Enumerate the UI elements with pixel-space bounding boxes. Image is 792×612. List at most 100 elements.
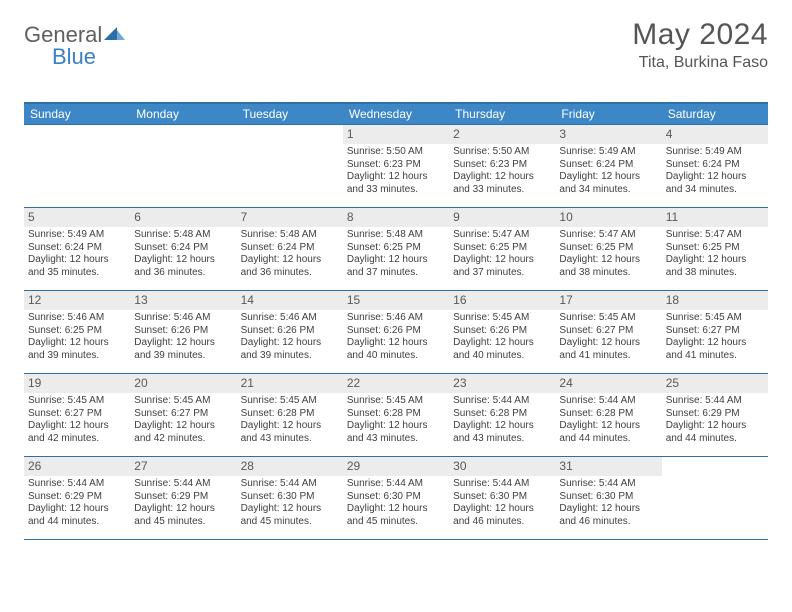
day-cell: 24Sunrise: 5:44 AMSunset: 6:28 PMDayligh… bbox=[555, 374, 661, 456]
day-cell: 21Sunrise: 5:45 AMSunset: 6:28 PMDayligh… bbox=[237, 374, 343, 456]
sunrise-line: Sunrise: 5:45 AM bbox=[453, 312, 551, 325]
day-number: 20 bbox=[130, 374, 236, 393]
daylight-line: Daylight: 12 hours and 44 minutes. bbox=[559, 420, 657, 445]
sunset-line: Sunset: 6:27 PM bbox=[559, 325, 657, 338]
day-cell: 9Sunrise: 5:47 AMSunset: 6:25 PMDaylight… bbox=[449, 208, 555, 290]
sunset-line: Sunset: 6:27 PM bbox=[666, 325, 764, 338]
sunrise-line: Sunrise: 5:45 AM bbox=[666, 312, 764, 325]
calendar: SundayMondayTuesdayWednesdayThursdayFrid… bbox=[24, 102, 768, 540]
daylight-line: Daylight: 12 hours and 43 minutes. bbox=[347, 420, 445, 445]
day-cell: 15Sunrise: 5:46 AMSunset: 6:26 PMDayligh… bbox=[343, 291, 449, 373]
sunset-line: Sunset: 6:23 PM bbox=[347, 159, 445, 172]
day-number: 7 bbox=[237, 208, 343, 227]
sunset-line: Sunset: 6:29 PM bbox=[134, 491, 232, 504]
daylight-line: Daylight: 12 hours and 45 minutes. bbox=[347, 503, 445, 528]
location: Tita, Burkina Faso bbox=[632, 54, 768, 72]
daylight-line: Daylight: 12 hours and 41 minutes. bbox=[666, 337, 764, 362]
day-number: 30 bbox=[449, 457, 555, 476]
sunrise-line: Sunrise: 5:48 AM bbox=[134, 229, 232, 242]
day-cell: 11Sunrise: 5:47 AMSunset: 6:25 PMDayligh… bbox=[662, 208, 768, 290]
logo: GeneralBlue bbox=[24, 18, 126, 70]
day-number: 10 bbox=[555, 208, 661, 227]
day-cell: 19Sunrise: 5:45 AMSunset: 6:27 PMDayligh… bbox=[24, 374, 130, 456]
day-cell: 13Sunrise: 5:46 AMSunset: 6:26 PMDayligh… bbox=[130, 291, 236, 373]
dow-row: SundayMondayTuesdayWednesdayThursdayFrid… bbox=[24, 104, 768, 124]
day-number: 28 bbox=[237, 457, 343, 476]
daylight-line: Daylight: 12 hours and 43 minutes. bbox=[241, 420, 339, 445]
sunrise-line: Sunrise: 5:45 AM bbox=[347, 395, 445, 408]
day-number: 15 bbox=[343, 291, 449, 310]
day-number: 11 bbox=[662, 208, 768, 227]
daylight-line: Daylight: 12 hours and 46 minutes. bbox=[559, 503, 657, 528]
sunset-line: Sunset: 6:30 PM bbox=[241, 491, 339, 504]
day-cell: 31Sunrise: 5:44 AMSunset: 6:30 PMDayligh… bbox=[555, 457, 661, 539]
sunrise-line: Sunrise: 5:48 AM bbox=[347, 229, 445, 242]
logo-text-blue: Blue bbox=[52, 44, 96, 69]
sunrise-line: Sunrise: 5:45 AM bbox=[134, 395, 232, 408]
sunrise-line: Sunrise: 5:49 AM bbox=[28, 229, 126, 242]
sunset-line: Sunset: 6:24 PM bbox=[28, 242, 126, 255]
day-cell: 23Sunrise: 5:44 AMSunset: 6:28 PMDayligh… bbox=[449, 374, 555, 456]
sunset-line: Sunset: 6:26 PM bbox=[347, 325, 445, 338]
day-number: 27 bbox=[130, 457, 236, 476]
day-number: 29 bbox=[343, 457, 449, 476]
dow-monday: Monday bbox=[130, 104, 236, 124]
daylight-line: Daylight: 12 hours and 34 minutes. bbox=[559, 171, 657, 196]
day-number: 4 bbox=[662, 125, 768, 144]
daylight-line: Daylight: 12 hours and 33 minutes. bbox=[453, 171, 551, 196]
sunrise-line: Sunrise: 5:44 AM bbox=[453, 478, 551, 491]
day-cell: 30Sunrise: 5:44 AMSunset: 6:30 PMDayligh… bbox=[449, 457, 555, 539]
daylight-line: Daylight: 12 hours and 37 minutes. bbox=[453, 254, 551, 279]
day-cell-empty bbox=[237, 125, 343, 207]
day-number: 17 bbox=[555, 291, 661, 310]
day-number: 9 bbox=[449, 208, 555, 227]
day-cell: 6Sunrise: 5:48 AMSunset: 6:24 PMDaylight… bbox=[130, 208, 236, 290]
sunset-line: Sunset: 6:24 PM bbox=[134, 242, 232, 255]
day-cell: 22Sunrise: 5:45 AMSunset: 6:28 PMDayligh… bbox=[343, 374, 449, 456]
daylight-line: Daylight: 12 hours and 37 minutes. bbox=[347, 254, 445, 279]
day-number: 2 bbox=[449, 125, 555, 144]
sunset-line: Sunset: 6:27 PM bbox=[134, 408, 232, 421]
sunset-line: Sunset: 6:30 PM bbox=[559, 491, 657, 504]
day-number: 5 bbox=[24, 208, 130, 227]
day-number: 1 bbox=[343, 125, 449, 144]
day-cell: 5Sunrise: 5:49 AMSunset: 6:24 PMDaylight… bbox=[24, 208, 130, 290]
day-number: 18 bbox=[662, 291, 768, 310]
dow-thursday: Thursday bbox=[449, 104, 555, 124]
day-cell: 14Sunrise: 5:46 AMSunset: 6:26 PMDayligh… bbox=[237, 291, 343, 373]
daylight-line: Daylight: 12 hours and 45 minutes. bbox=[241, 503, 339, 528]
calendar-bottom-rule bbox=[24, 539, 768, 540]
week-row: 12Sunrise: 5:46 AMSunset: 6:25 PMDayligh… bbox=[24, 290, 768, 373]
calendar-page: GeneralBlue May 2024 Tita, Burkina Faso … bbox=[0, 0, 792, 556]
week-row: 1 Sunrise: 5:50 AMSunset: 6:23 PM Daylight… bbox=[24, 124, 768, 207]
day-cell: 7Sunrise: 5:48 AMSunset: 6:24 PMDaylight… bbox=[237, 208, 343, 290]
sunrise-line: Sunrise: 5:46 AM bbox=[134, 312, 232, 325]
sunrise-line: Sunrise: 5:49 AM bbox=[559, 146, 657, 159]
day-cell: 20Sunrise: 5:45 AMSunset: 6:27 PMDayligh… bbox=[130, 374, 236, 456]
sunset-line: Sunset: 6:25 PM bbox=[347, 242, 445, 255]
daylight-line: Daylight: 12 hours and 39 minutes. bbox=[134, 337, 232, 362]
sunrise-line: Sunrise: 5:48 AM bbox=[241, 229, 339, 242]
sunset-line: Sunset: 6:30 PM bbox=[453, 491, 551, 504]
sunset-line: Sunset: 6:25 PM bbox=[559, 242, 657, 255]
sunrise-line: Sunrise: 5:44 AM bbox=[28, 478, 126, 491]
sunset-line: Sunset: 6:29 PM bbox=[28, 491, 126, 504]
day-cell: 17Sunrise: 5:45 AMSunset: 6:27 PMDayligh… bbox=[555, 291, 661, 373]
day-number: 16 bbox=[449, 291, 555, 310]
sunrise-line: Sunrise: 5:46 AM bbox=[347, 312, 445, 325]
sunrise-line: Sunrise: 5:46 AM bbox=[241, 312, 339, 325]
day-cell-empty bbox=[130, 125, 236, 207]
day-cell: 10Sunrise: 5:47 AMSunset: 6:25 PMDayligh… bbox=[555, 208, 661, 290]
sunrise-line: Sunrise: 5:49 AM bbox=[666, 146, 764, 159]
daylight-line: Daylight: 12 hours and 39 minutes. bbox=[241, 337, 339, 362]
week-row: 5Sunrise: 5:49 AMSunset: 6:24 PMDaylight… bbox=[24, 207, 768, 290]
day-cell: 3Sunrise: 5:49 AMSunset: 6:24 PMDaylight… bbox=[555, 125, 661, 207]
sunrise-line: Sunrise: 5:47 AM bbox=[666, 229, 764, 242]
sunrise-line: Sunrise: 5:44 AM bbox=[666, 395, 764, 408]
day-number: 6 bbox=[130, 208, 236, 227]
day-number: 22 bbox=[343, 374, 449, 393]
dow-sunday: Sunday bbox=[24, 104, 130, 124]
sunset-line: Sunset: 6:28 PM bbox=[453, 408, 551, 421]
sunrise-line: Sunrise: 5:50 AM bbox=[347, 146, 445, 159]
daylight-line: Daylight: 12 hours and 40 minutes. bbox=[453, 337, 551, 362]
